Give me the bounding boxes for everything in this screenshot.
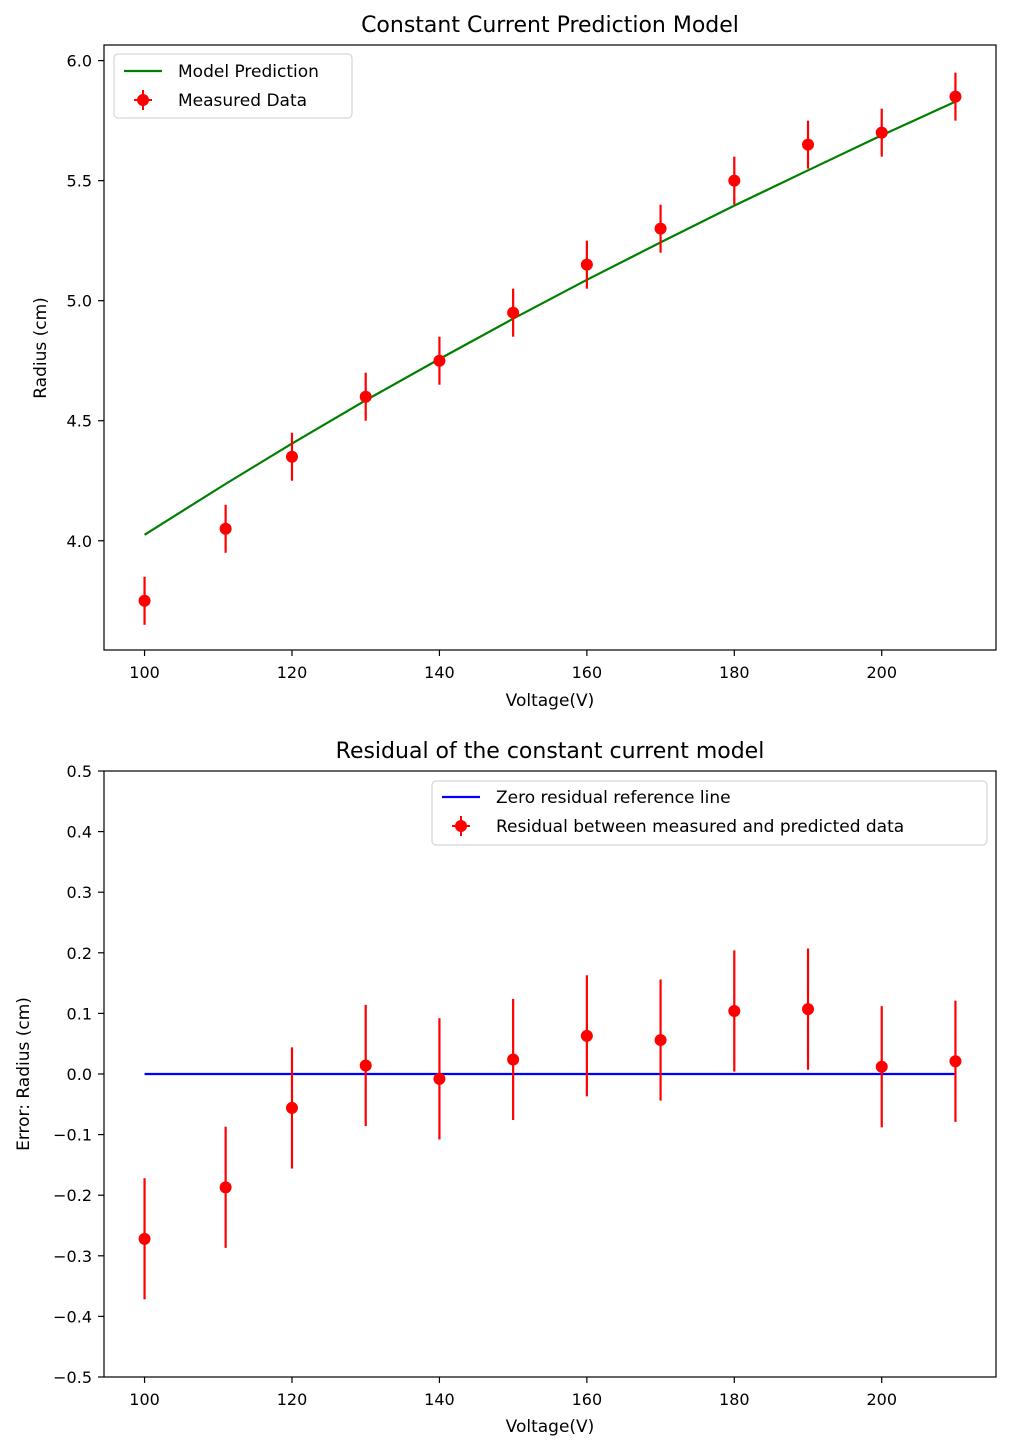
data-point [949,90,962,103]
chart-bottom-legend: Zero residual reference line Residual be… [431,780,988,846]
x-tick-label: 200 [866,663,897,682]
chart-top-frame [103,44,997,651]
chart-bottom-plot [138,948,962,1300]
data-point [728,1004,741,1017]
x-tick-label: 100 [129,663,160,682]
chart-bottom-x-ticks: 100 120 140 160 180 200 [129,1377,897,1409]
data-point [285,1101,298,1114]
chart-top-y-ticks: 4.0 4.5 5.0 5.5 6.0 [67,52,104,551]
data-point [580,1029,593,1042]
data-point [433,1072,446,1085]
x-tick-label: 160 [572,663,603,682]
y-tick-label: 4.5 [67,412,92,431]
data-point [802,1003,815,1016]
chart-top-x-ticks: 100 120 140 160 180 200 [129,650,897,682]
data-point [359,1059,372,1072]
legend-residual-data: Residual between measured and predicted … [496,817,904,837]
series-line-0 [143,100,956,536]
x-tick-label: 120 [277,663,308,682]
y-tick-label: −0.5 [53,1368,92,1387]
data-point [219,1181,232,1194]
data-point [654,1034,667,1047]
data-point [507,306,520,319]
data-point [359,390,372,403]
chart-bottom-x-axis-label: Voltage(V) [506,1417,595,1437]
data-point [219,522,232,535]
data-point [138,1232,151,1245]
data-point [875,1060,888,1073]
data-point [875,126,888,139]
data-point [507,1053,520,1066]
chart-top-y-axis-label: Radius (cm) [31,297,51,399]
data-point [433,354,446,367]
chart-top-title: Constant Current Prediction Model [361,13,739,38]
y-tick-label: 5.5 [67,172,92,191]
x-tick-label: 200 [866,1390,897,1409]
chart-bottom-y-axis-label: Error: Radius (cm) [14,997,34,1151]
y-tick-label: 0.4 [67,823,92,842]
chart-top: Constant Current Prediction Model 100 120… [31,13,997,711]
y-tick-label: −0.4 [53,1307,92,1326]
chart-top-plot [138,72,962,625]
chart-top-x-axis-label: Voltage(V) [506,691,595,711]
chart-bottom: Residual of the constant current model 1… [14,739,997,1437]
y-tick-label: −0.1 [53,1126,92,1145]
data-point [949,1055,962,1068]
chart-bottom-title: Residual of the constant current model [336,739,765,764]
y-tick-label: 0.1 [67,1004,92,1023]
y-tick-label: 6.0 [67,52,92,71]
y-tick-label: −0.2 [53,1186,92,1205]
legend-zero-residual: Zero residual reference line [496,788,731,808]
x-tick-label: 140 [424,1390,455,1409]
x-tick-label: 160 [572,1390,603,1409]
x-tick-label: 140 [424,663,455,682]
chart-top-legend: Model Prediction Measured Data [113,53,353,119]
legend-marker-swatch [137,94,149,106]
data-point [580,258,593,271]
y-tick-label: 5.0 [67,292,92,311]
y-tick-label: 4.0 [67,532,92,551]
y-tick-label: 0.3 [67,883,92,902]
legend-frame [431,780,988,846]
x-tick-label: 180 [719,1390,750,1409]
legend-marker-swatch [455,820,467,832]
legend-model-prediction: Model Prediction [178,62,319,82]
x-tick-label: 120 [277,1390,308,1409]
x-tick-label: 100 [129,1390,160,1409]
y-tick-label: 0.0 [67,1065,92,1084]
x-tick-label: 180 [719,663,750,682]
data-point [728,174,741,187]
y-tick-label: −0.3 [53,1247,92,1266]
data-point [802,138,815,151]
data-point [285,450,298,463]
chart-bottom-y-ticks: −0.5 −0.4 −0.3 −0.2 −0.1 0.0 0.1 0.2 0.3 0.4 0.5 [53,762,104,1387]
y-tick-label: 0.5 [67,762,92,781]
legend-frame [113,53,353,119]
data-point [138,594,151,607]
y-tick-label: 0.2 [67,944,92,963]
legend-measured-data: Measured Data [178,91,307,111]
data-point [654,222,667,235]
